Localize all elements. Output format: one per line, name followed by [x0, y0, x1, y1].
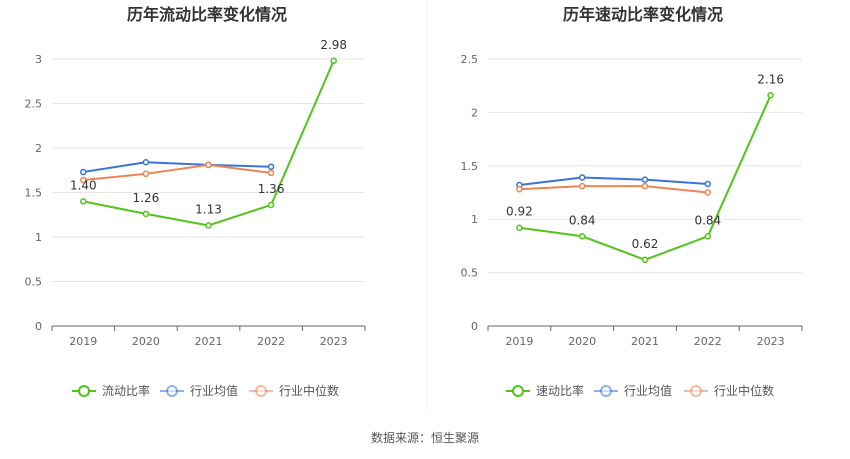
series-line: [83, 163, 272, 182]
x-tick-label: 2021: [195, 335, 223, 348]
x-tick-label: 2023: [320, 335, 348, 348]
data-point: [641, 182, 649, 190]
data-label: 0.92: [506, 205, 533, 219]
data-label: 0.62: [632, 237, 659, 251]
data-label: 1.36: [258, 182, 285, 196]
x-tick-label: 2022: [694, 335, 722, 348]
series-line: [519, 176, 708, 187]
legend-label: 行业中位数: [279, 383, 339, 398]
data-point: [767, 92, 774, 99]
legend-label: 流动比率: [102, 383, 150, 398]
data-label: 0.84: [694, 213, 721, 227]
data-label: 0.84: [569, 213, 596, 227]
data-point: [205, 222, 212, 229]
data-point: [330, 57, 337, 65]
quick-ratio-chart: 历年速动比率变化情况 0 0.5 1 1.5 2 2.5 2019 2020 2021 2022 20…: [461, 5, 803, 398]
data-label: 2.98: [320, 38, 347, 52]
data-source-note: 数据来源：恒生聚源: [371, 430, 479, 445]
data-point: [267, 163, 275, 170]
y-tick-label: 2: [471, 106, 478, 119]
y-tick-label: 1: [35, 231, 42, 244]
y-tick-label: 0: [35, 320, 42, 333]
data-label: 2.16: [757, 72, 784, 86]
data-point: [80, 198, 87, 205]
y-tick-label: 0.5: [461, 267, 479, 280]
data-point: [516, 224, 523, 231]
legend-swatch-marker: [600, 385, 612, 397]
chart-title: 历年流动比率变化情况: [127, 5, 287, 24]
data-point: [80, 168, 87, 176]
y-tick-label: 1.5: [461, 160, 479, 173]
x-tick-label: 2020: [132, 335, 160, 348]
legend-label: 速动比率: [536, 383, 584, 398]
data-label: 1.13: [195, 202, 222, 216]
data-point: [80, 176, 87, 184]
series-line: [83, 60, 335, 227]
data-point: [142, 158, 150, 166]
x-tick-label: 2023: [757, 335, 785, 348]
current-ratio-chart: 历年流动比率变化情况 0 0.5 1 1.5 2 2.5 3 2019 2020 2021 2022 2…: [25, 5, 366, 398]
y-tick-label: 2.5: [25, 98, 43, 111]
legend-swatch-marker: [78, 385, 90, 397]
legend-label: 行业均值: [624, 383, 672, 398]
data-point: [704, 233, 712, 240]
legend-label: 行业中位数: [714, 383, 774, 398]
data-point: [578, 174, 586, 181]
data-point: [267, 169, 275, 177]
y-tick-label: 2: [35, 142, 42, 155]
data-point: [578, 233, 586, 240]
y-tick-label: 3: [35, 53, 42, 66]
data-point: [516, 186, 523, 193]
y-tick-label: 1.5: [25, 187, 43, 200]
data-point: [205, 161, 212, 169]
series-line: [83, 161, 272, 174]
data-point: [142, 210, 150, 218]
x-tick-label: 2022: [257, 335, 285, 348]
x-tick-label: 2021: [631, 335, 659, 348]
data-label: 1.40: [70, 178, 97, 192]
data-point: [641, 256, 649, 264]
data-point: [267, 201, 275, 209]
y-tick-label: 0.5: [25, 276, 43, 289]
legend-swatch-marker: [255, 385, 267, 397]
data-point: [641, 176, 649, 183]
legend-swatch-marker: [512, 385, 524, 397]
y-tick-label: 1: [471, 213, 478, 226]
chart-title: 历年速动比率变化情况: [563, 5, 723, 24]
x-tick-label: 2020: [568, 335, 596, 348]
series-line: [519, 185, 708, 194]
data-point: [578, 182, 586, 190]
legend-swatch-marker: [690, 385, 702, 397]
data-point: [704, 189, 712, 196]
x-tick-label: 2019: [505, 335, 533, 348]
data-label: 1.26: [133, 191, 160, 205]
legend-label: 行业均值: [190, 383, 238, 398]
x-tick-label: 2019: [69, 335, 97, 348]
data-point: [142, 170, 150, 178]
y-tick-label: 0: [471, 320, 478, 333]
y-tick-label: 2.5: [461, 53, 479, 66]
legend-swatch-marker: [166, 385, 178, 397]
data-point: [704, 180, 712, 188]
